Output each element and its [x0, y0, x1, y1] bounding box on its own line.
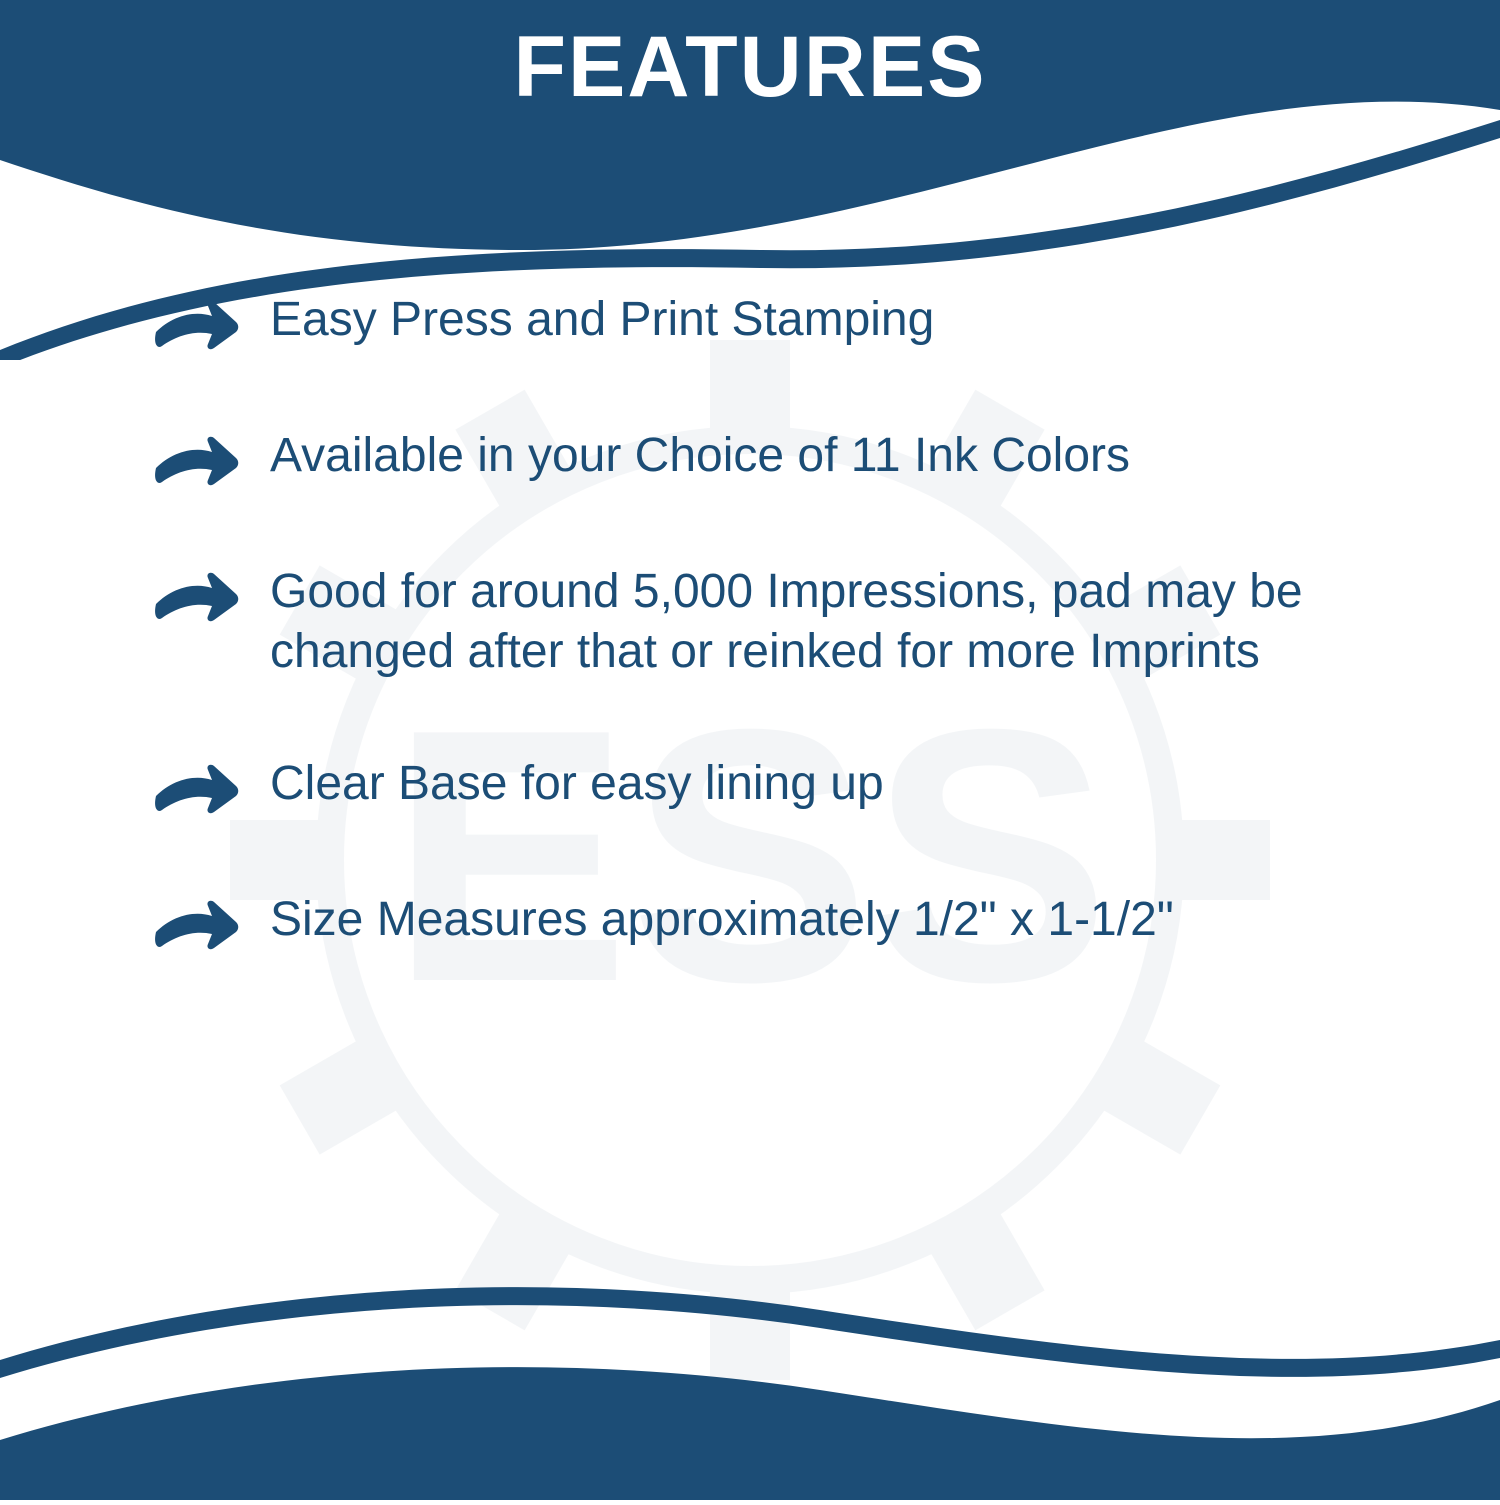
page-title: FEATURES [0, 18, 1500, 117]
header-wave-band: FEATURES [0, 0, 1500, 250]
features-list: Easy Press and Print Stamping Available … [150, 290, 1350, 1026]
arrow-icon [150, 568, 240, 626]
feature-text: Available in your Choice of 11 Ink Color… [270, 426, 1130, 486]
feature-item: Available in your Choice of 11 Ink Color… [150, 426, 1350, 490]
footer-wave-band [0, 1240, 1500, 1500]
arrow-icon [150, 760, 240, 818]
feature-item: Good for around 5,000 Impressions, pad m… [150, 562, 1350, 682]
arrow-icon [150, 896, 240, 954]
arrow-icon [150, 432, 240, 490]
feature-text: Clear Base for easy lining up [270, 754, 884, 814]
feature-item: Clear Base for easy lining up [150, 754, 1350, 818]
feature-text: Good for around 5,000 Impressions, pad m… [270, 562, 1350, 682]
feature-text: Size Measures approximately 1/2" x 1-1/2… [270, 890, 1174, 950]
feature-item: Easy Press and Print Stamping [150, 290, 1350, 354]
feature-item: Size Measures approximately 1/2" x 1-1/2… [150, 890, 1350, 954]
feature-text: Easy Press and Print Stamping [270, 290, 934, 350]
infographic-canvas: ESS FEATURES Easy Press and Print Stampi… [0, 0, 1500, 1500]
arrow-icon [150, 296, 240, 354]
